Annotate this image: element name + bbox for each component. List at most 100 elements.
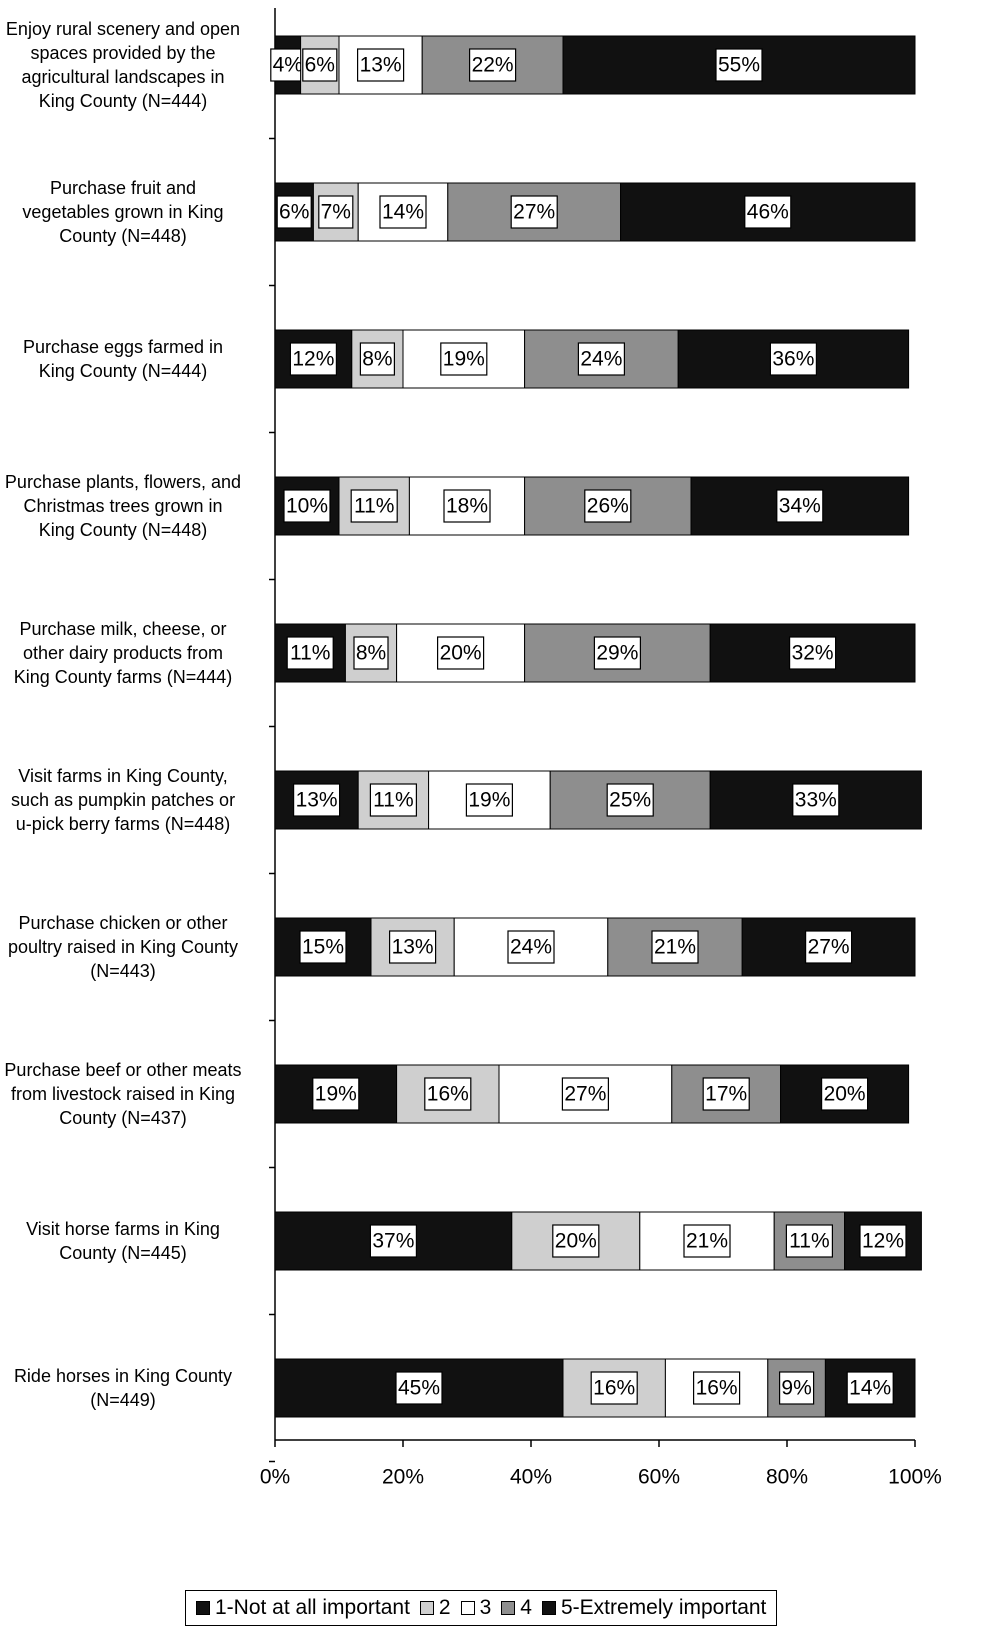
value-label-box (276, 195, 312, 229)
value-label: 11% (354, 495, 394, 518)
value-label-box (683, 1224, 731, 1258)
value-label-box (846, 1371, 894, 1405)
value-label: 26% (587, 495, 629, 518)
category-label: Purchase beef or other meats from livest… (4, 1060, 242, 1128)
value-label: 45% (398, 1377, 440, 1400)
category-label: Purchase plants, flowers, and Christmas … (4, 472, 242, 540)
bar-segment (453, 917, 609, 977)
value-label: 4% (273, 54, 303, 77)
value-label-box (820, 1077, 869, 1111)
legend-item: 1-Not at all important (196, 1596, 410, 1620)
value-label: 11% (290, 642, 330, 665)
value-label: 9% (781, 1377, 811, 1400)
x-tick-label: 60% (638, 1466, 680, 1489)
value-label: 12% (862, 1230, 904, 1253)
value-label: 16% (696, 1377, 738, 1400)
legend-label: 5-Extremely important (560, 1596, 767, 1619)
value-label-box (769, 342, 818, 376)
value-label: 32% (792, 642, 834, 665)
x-tick-label: 40% (510, 1466, 552, 1489)
legend-swatch (196, 1601, 210, 1615)
value-label-box (593, 636, 642, 670)
value-label: 46% (747, 201, 789, 224)
value-label-box (369, 783, 417, 817)
legend-item: 2 (419, 1596, 451, 1620)
value-label-box (785, 1224, 834, 1258)
legend-item: 3 (460, 1596, 492, 1620)
value-label-box (395, 1371, 443, 1405)
value-label: 19% (468, 789, 510, 812)
value-label-box (552, 1224, 600, 1258)
value-label: 12% (292, 348, 334, 371)
value-label: 22% (472, 54, 514, 77)
value-label-box (289, 342, 337, 376)
value-label: 20% (440, 642, 482, 665)
value-label-box (359, 342, 395, 376)
value-label: 29% (596, 642, 638, 665)
value-label-box (702, 1077, 750, 1111)
value-label: 27% (513, 201, 555, 224)
value-label-box (590, 1371, 638, 1405)
value-label: 14% (849, 1377, 891, 1400)
value-label-box (778, 1371, 815, 1405)
value-label-box (469, 48, 517, 82)
value-label: 34% (779, 495, 821, 518)
value-label: 24% (510, 936, 552, 959)
value-label: 6% (305, 54, 335, 77)
legend-item: 5-Extremely important (541, 1596, 767, 1620)
value-label-box (357, 48, 405, 82)
value-label-box (424, 1077, 472, 1111)
legend-label: 3 (479, 1596, 492, 1619)
x-tick-label: 80% (766, 1466, 808, 1489)
value-label-box (792, 783, 840, 817)
value-label: 18% (446, 495, 488, 518)
category-label: Purchase milk, cheese, or other dairy pr… (13, 619, 233, 687)
value-label-box (561, 1077, 610, 1111)
value-label-box (651, 930, 699, 964)
value-label-box (379, 195, 427, 229)
bar-segment (357, 182, 449, 242)
category-label: Visit horse farms in King County (N=445) (26, 1219, 220, 1263)
value-label: 27% (564, 1083, 606, 1106)
value-label: 20% (555, 1230, 597, 1253)
value-label-box (859, 1224, 907, 1258)
value-label-box (353, 636, 389, 670)
value-label: 33% (795, 789, 837, 812)
value-label-box (350, 489, 398, 523)
value-label: 20% (824, 1083, 866, 1106)
value-label-box (692, 1371, 741, 1405)
value-label-box (465, 783, 513, 817)
value-label-box (507, 930, 555, 964)
value-label: 55% (718, 54, 760, 77)
value-label: 37% (372, 1230, 414, 1253)
category-label: Purchase chicken or other poultry raised… (7, 913, 239, 981)
legend-swatch (460, 1601, 475, 1615)
value-label-box (270, 48, 306, 82)
value-label: 17% (705, 1083, 747, 1106)
category-label: Visit farms in King County, such as pump… (10, 766, 236, 834)
value-label-box (788, 636, 837, 670)
value-label: 10% (286, 495, 328, 518)
value-label: 14% (382, 201, 424, 224)
value-label: 24% (580, 348, 622, 371)
legend-swatch (419, 1601, 434, 1615)
value-label-box (283, 489, 331, 523)
value-label: 11% (373, 789, 413, 812)
value-label: 13% (296, 789, 338, 812)
value-label: 36% (772, 348, 814, 371)
value-label-box (299, 930, 347, 964)
value-label-box (744, 195, 792, 229)
value-label-box (715, 48, 763, 82)
value-label: 19% (443, 348, 485, 371)
x-tick-label: 100% (888, 1466, 942, 1489)
x-tick-label: 20% (382, 1466, 424, 1489)
value-label-box (510, 195, 558, 229)
value-label: 16% (427, 1083, 469, 1106)
value-label: 8% (356, 642, 386, 665)
value-label-box (389, 930, 437, 964)
value-label: 6% (279, 201, 309, 224)
legend-label: 4 (520, 1596, 532, 1619)
value-label-box (302, 48, 338, 82)
